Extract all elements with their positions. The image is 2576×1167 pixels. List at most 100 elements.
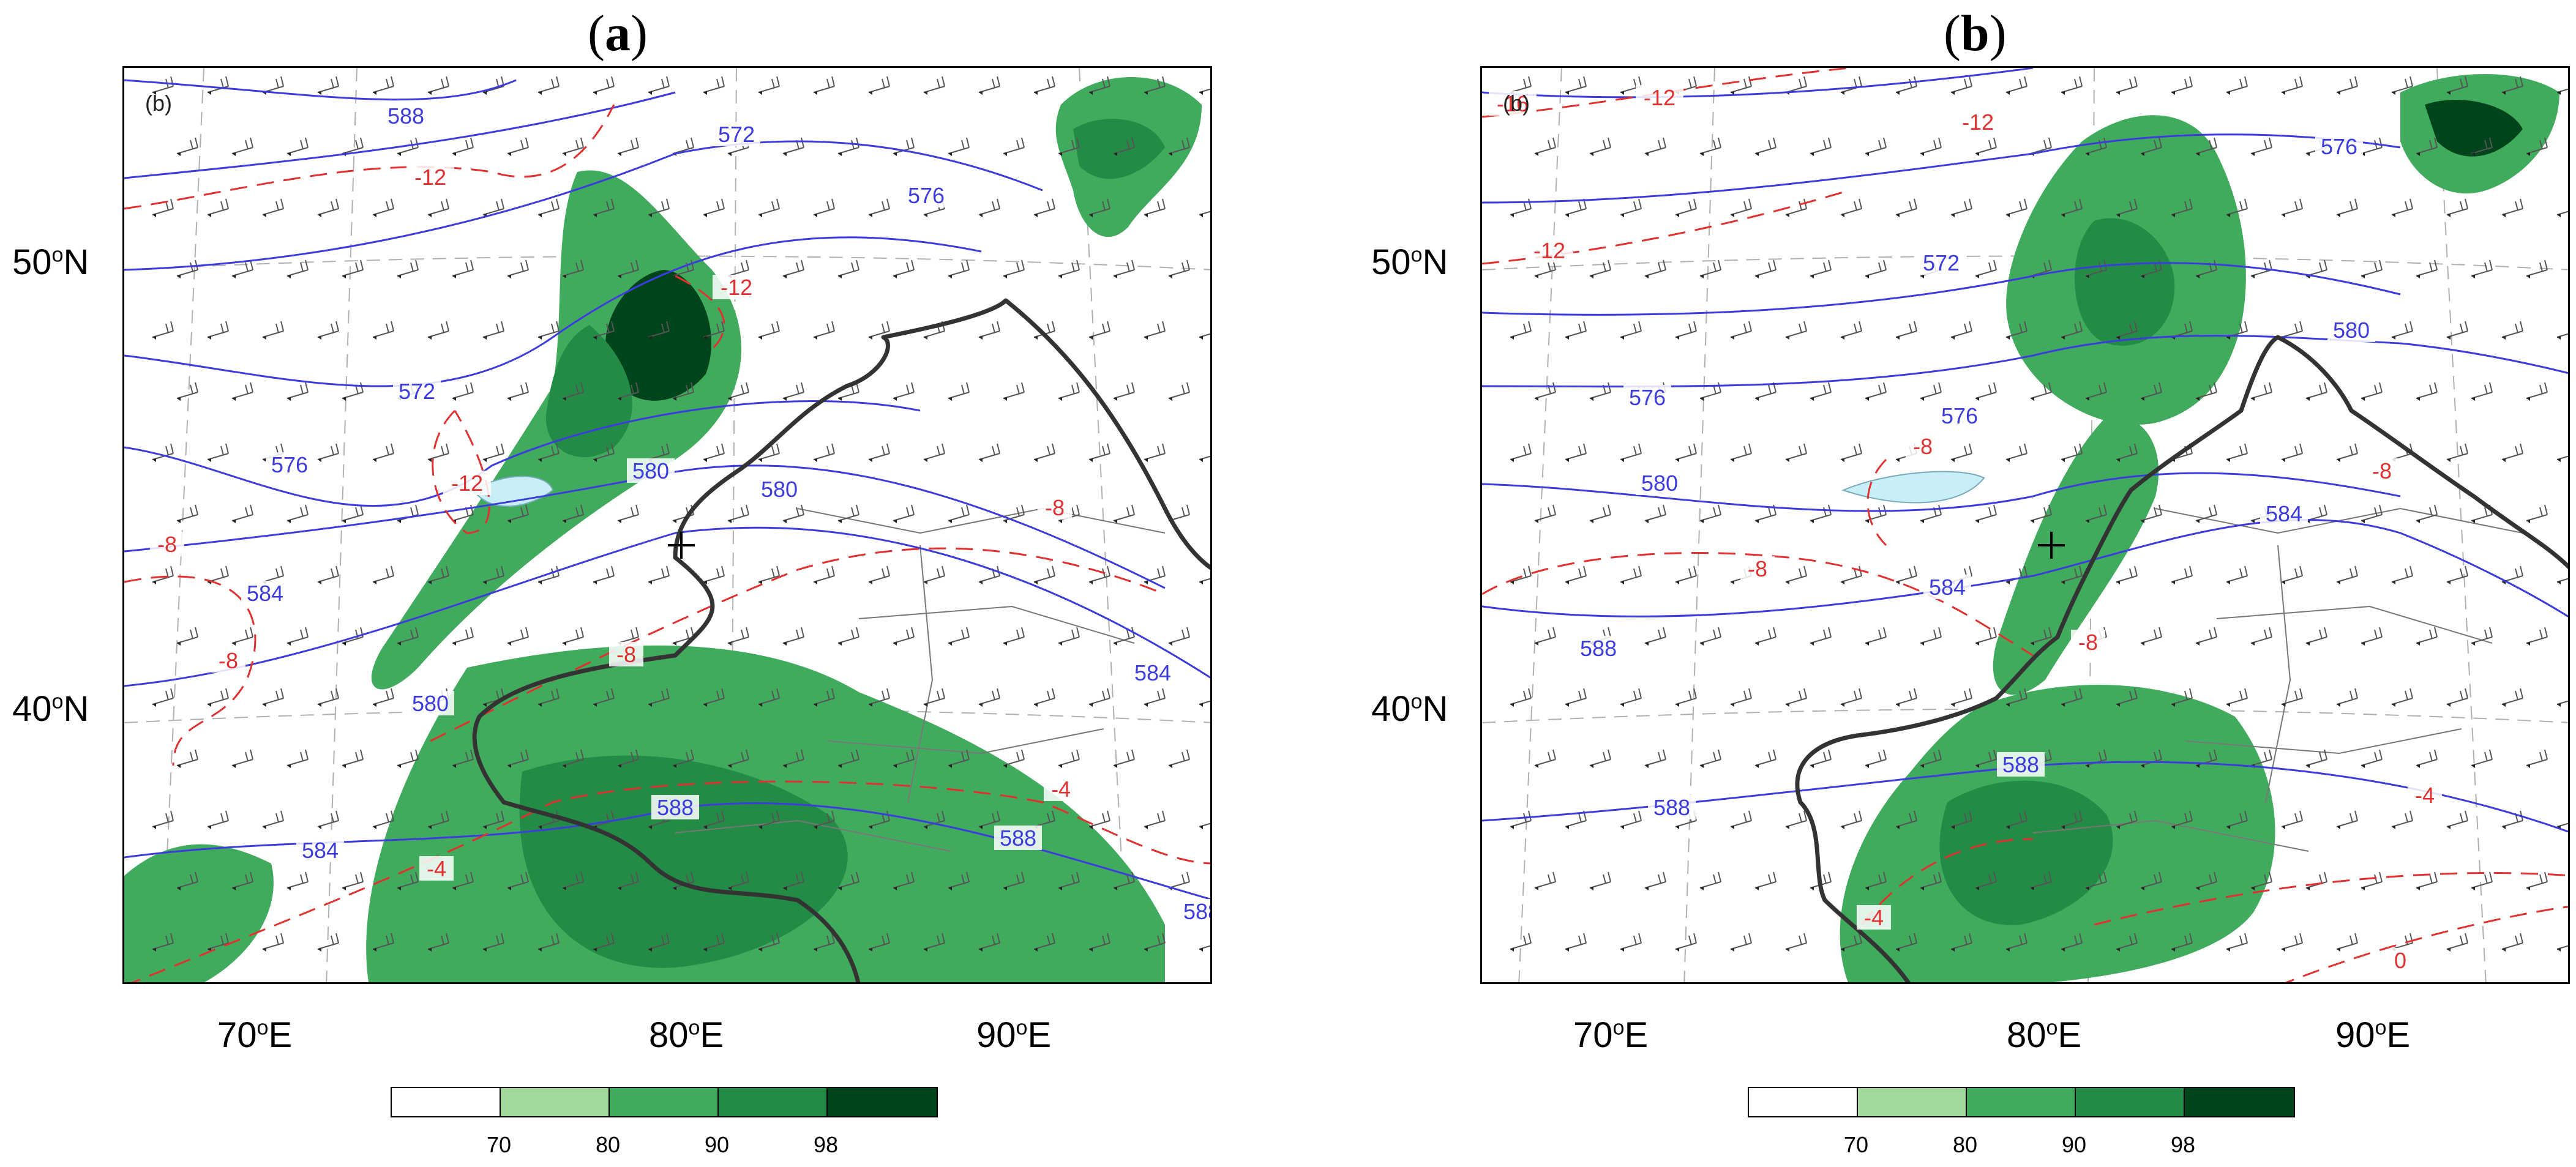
wind-barb [2281, 76, 2303, 95]
svg-text:588: 588 [2002, 752, 2039, 777]
height-contour [124, 236, 982, 387]
svg-text:580: 580 [412, 691, 449, 716]
lat-lon-grid [124, 68, 1210, 982]
wind-barb [868, 76, 890, 95]
wind-barb [1058, 382, 1080, 401]
wind-barb [2336, 76, 2358, 95]
svg-text:-12: -12 [451, 471, 483, 496]
wind-barb [703, 810, 725, 829]
wind-barb [562, 749, 584, 768]
wind-barb [1895, 688, 1917, 707]
wind-barb [231, 871, 253, 890]
wind-barb [2116, 443, 2138, 462]
wind-barb [2501, 688, 2523, 707]
wind-barb [617, 382, 639, 401]
wind-barb [1620, 321, 1642, 340]
wind-barb [1840, 810, 1862, 829]
svg-text:-8: -8 [2372, 458, 2392, 483]
wind-barb [2005, 688, 2027, 707]
height-contour-label: 588 [994, 826, 1042, 851]
wind-barb [1675, 321, 1697, 340]
wind-barb [758, 565, 780, 584]
wind-barb [452, 382, 474, 401]
temperature-contour [430, 547, 1166, 742]
wind-barb [703, 321, 725, 340]
wind-barb [1865, 137, 1887, 156]
wind-barbs [1510, 76, 2568, 952]
shaded-region [2074, 218, 2175, 346]
station-marker [2038, 532, 2065, 559]
wind-barb [1088, 933, 1110, 952]
temperature-contour-label: -4 [1044, 777, 1078, 802]
wind-barb [2005, 443, 2027, 462]
wind-barb [2226, 565, 2248, 584]
wind-barb [2116, 565, 2138, 584]
svg-text:-8: -8 [1045, 495, 1065, 520]
temperature-contour-label: -12 [713, 275, 760, 300]
svg-text:-4: -4 [1864, 905, 1884, 930]
svg-text:588: 588 [1183, 899, 1212, 924]
wind-barb [2305, 627, 2327, 646]
wind-barb [2005, 198, 2027, 217]
wind-barb [1510, 933, 1532, 952]
inner-panel-label: (b) [145, 91, 172, 116]
wind-barb [2281, 810, 2303, 829]
wind-barb [1058, 627, 1080, 646]
temperature-contour-label: -8 [2365, 458, 2399, 483]
wind-barb [1840, 76, 1862, 95]
wind-barb [837, 749, 859, 768]
wind-barb [1144, 933, 1166, 952]
wind-barb [262, 198, 284, 217]
colorbar-swatch [392, 1088, 501, 1116]
wind-barb [1088, 198, 1110, 217]
wind-barb [2446, 933, 2468, 952]
wind-barb [1113, 259, 1135, 278]
svg-text:-8: -8 [157, 532, 177, 557]
wind-barb [1510, 688, 1532, 707]
temperature-contour [124, 104, 615, 210]
station-marker [668, 532, 695, 559]
wind-barb [868, 565, 890, 584]
wind-barb [507, 871, 529, 890]
wind-barb [1810, 749, 1832, 768]
height-contour-label: 584 [1923, 575, 1971, 600]
wind-barb [507, 137, 529, 156]
colorbar-b [1748, 1087, 2295, 1117]
wind-barb [1534, 504, 1556, 523]
wind-barb [2556, 211, 2568, 217]
wind-barb [1088, 810, 1110, 829]
wind-barb [1033, 443, 1055, 462]
wind-barb [1785, 198, 1807, 217]
wind-barb [1895, 76, 1917, 95]
wind-barb [1003, 749, 1025, 768]
wind-barb [1589, 871, 1611, 890]
wind-barb [923, 76, 945, 95]
wind-barb [2416, 871, 2438, 890]
wind-barb [1589, 259, 1611, 278]
wind-barb [2116, 76, 2138, 95]
wind-barb [427, 443, 449, 462]
wind-barb [342, 749, 364, 768]
shaded-region [1993, 416, 2159, 695]
svg-text:580: 580 [632, 458, 669, 483]
svg-text:580: 580 [1641, 471, 1678, 496]
wind-barbs [152, 76, 1210, 952]
wind-barb [1199, 822, 1210, 829]
wind-barb [1058, 871, 1080, 890]
wind-barb [1644, 137, 1666, 156]
colorbar-a [391, 1087, 938, 1117]
wind-barb [948, 871, 970, 890]
wind-barb [372, 565, 394, 584]
wind-barb [1589, 749, 1611, 768]
wind-barb [1675, 933, 1697, 952]
wind-barb [1975, 871, 1997, 890]
wind-barb [2171, 933, 2193, 952]
wind-barb [537, 443, 560, 462]
lat-label-40-b: 40oN [1371, 689, 1448, 729]
svg-text:584: 584 [2266, 501, 2302, 526]
wind-barb [262, 810, 284, 829]
wind-barb [2526, 749, 2548, 768]
wind-barb [648, 688, 670, 707]
lat-lon-grid [1482, 68, 2568, 982]
wind-barb [262, 688, 284, 707]
